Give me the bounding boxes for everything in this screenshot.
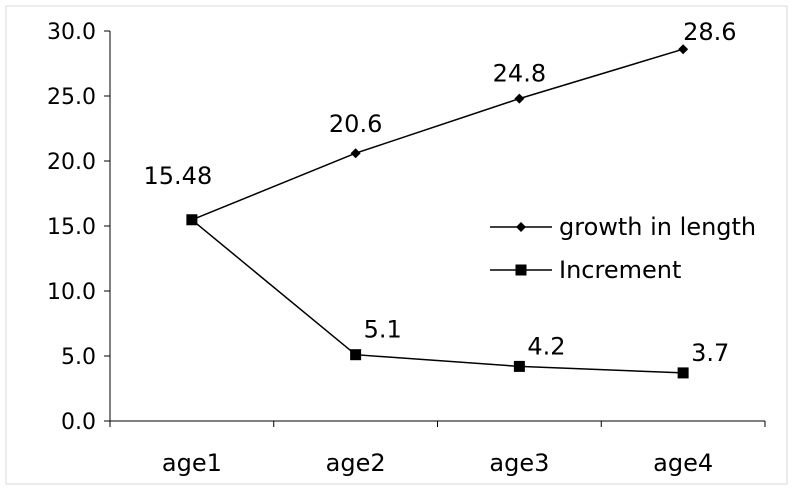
diamond-marker — [678, 44, 689, 55]
series-line-0 — [191, 48, 684, 221]
legend-diamond-marker — [516, 222, 526, 232]
x-category-label: age2 — [326, 449, 386, 477]
axes: 0.0 5.0 10.0 15.0 20.0 25.0 30.0 age1 age2 age3 ag… — [47, 20, 766, 477]
data-label: 15.48 — [144, 162, 213, 190]
data-label: 24.8 — [493, 60, 546, 88]
data-label: 28.6 — [683, 18, 736, 46]
square-marker — [677, 367, 689, 379]
legend-label: Increment — [559, 256, 681, 284]
legend-square-marker — [515, 264, 527, 276]
legend-label: growth in length — [559, 213, 756, 241]
y-tick-label: 30.0 — [47, 20, 96, 45]
data-label: 5.1 — [364, 316, 402, 344]
x-category-label: age1 — [162, 449, 222, 477]
series-line-1 — [191, 219, 684, 374]
x-category-label: age3 — [489, 449, 549, 477]
square-marker — [513, 360, 525, 372]
chart-border — [5, 5, 788, 485]
x-category-label: age4 — [653, 449, 713, 477]
series-lines — [191, 48, 684, 374]
diamond-marker — [514, 93, 525, 104]
y-tick-label: 5.0 — [61, 345, 96, 370]
series-markers — [186, 44, 689, 379]
y-tick-label: 10.0 — [47, 280, 96, 305]
data-label: 3.7 — [691, 339, 729, 367]
data-label: 4.2 — [527, 332, 565, 360]
data-labels: 15.48 20.6 24.8 28.6 5.1 4.2 3.7 — [144, 18, 737, 367]
square-marker — [350, 349, 362, 361]
y-tick-label: 15.0 — [47, 215, 96, 240]
y-tick-label: 25.0 — [47, 85, 96, 110]
y-tick-label: 0.0 — [61, 410, 96, 435]
diamond-marker — [350, 148, 361, 159]
legend: growth in length Increment — [490, 213, 756, 284]
y-tick-label: 20.0 — [47, 150, 96, 175]
square-marker — [186, 214, 198, 226]
data-label: 20.6 — [329, 110, 382, 138]
